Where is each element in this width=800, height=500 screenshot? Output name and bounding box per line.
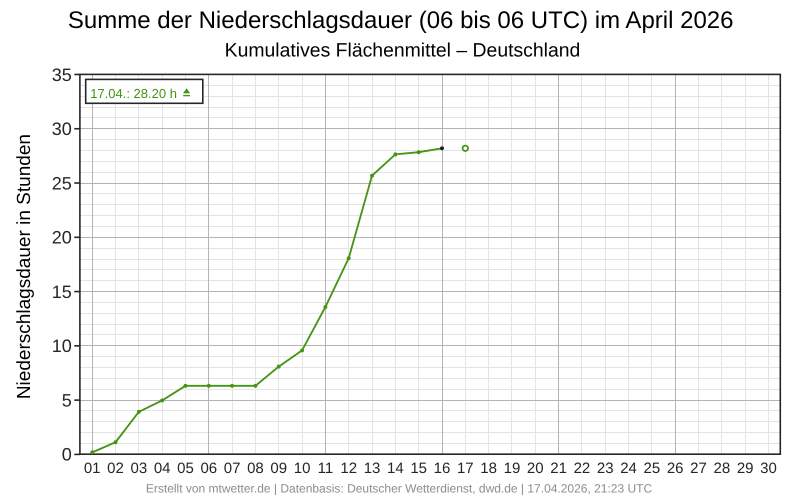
svg-text:07: 07 (224, 460, 241, 477)
svg-text:Summe der Niederschlagsdauer (: Summe der Niederschlagsdauer (06 bis 06 … (68, 7, 734, 34)
svg-text:04: 04 (154, 460, 171, 477)
svg-text:Niederschlagsdauer in Stunden: Niederschlagsdauer in Stunden (14, 134, 35, 399)
svg-text:01: 01 (84, 460, 101, 477)
svg-text:19: 19 (504, 460, 521, 477)
svg-text:10: 10 (294, 460, 311, 477)
svg-text:29: 29 (737, 460, 754, 477)
svg-text:5: 5 (62, 390, 72, 410)
svg-text:16: 16 (434, 460, 451, 477)
svg-text:15: 15 (410, 460, 427, 477)
svg-text:35: 35 (52, 65, 72, 85)
svg-text:15: 15 (52, 282, 72, 302)
svg-text:18: 18 (480, 460, 497, 477)
svg-text:26: 26 (667, 460, 684, 477)
svg-text:09: 09 (270, 460, 287, 477)
svg-text:27: 27 (690, 460, 707, 477)
svg-text:12: 12 (340, 460, 357, 477)
svg-text:05: 05 (177, 460, 194, 477)
svg-text:22: 22 (574, 460, 591, 477)
svg-text:28: 28 (713, 460, 730, 477)
svg-text:17.04.: 28.20 h: 17.04.: 28.20 h (90, 86, 177, 101)
svg-text:20: 20 (52, 228, 72, 248)
svg-text:24: 24 (620, 460, 637, 477)
svg-text:10: 10 (52, 336, 72, 356)
svg-text:25: 25 (644, 460, 661, 477)
svg-text:02: 02 (107, 460, 124, 477)
svg-text:Kumulatives Flächenmittel – De: Kumulatives Flächenmittel – Deutschland (225, 40, 581, 62)
svg-text:14: 14 (387, 460, 404, 477)
svg-text:20: 20 (527, 460, 544, 477)
svg-text:25: 25 (52, 173, 72, 193)
svg-text:Erstellt von mtwetter.de | Dat: Erstellt von mtwetter.de | Datenbasis: D… (146, 481, 653, 495)
svg-text:03: 03 (130, 460, 147, 477)
svg-text:30: 30 (52, 119, 72, 139)
svg-text:21: 21 (550, 460, 567, 477)
svg-text:17: 17 (457, 460, 474, 477)
svg-text:30: 30 (760, 460, 777, 477)
svg-text:13: 13 (364, 460, 381, 477)
svg-text:0: 0 (62, 445, 72, 465)
svg-text:06: 06 (200, 460, 217, 477)
svg-text:11: 11 (318, 460, 334, 477)
svg-text:08: 08 (247, 460, 264, 477)
svg-text:23: 23 (597, 460, 614, 477)
